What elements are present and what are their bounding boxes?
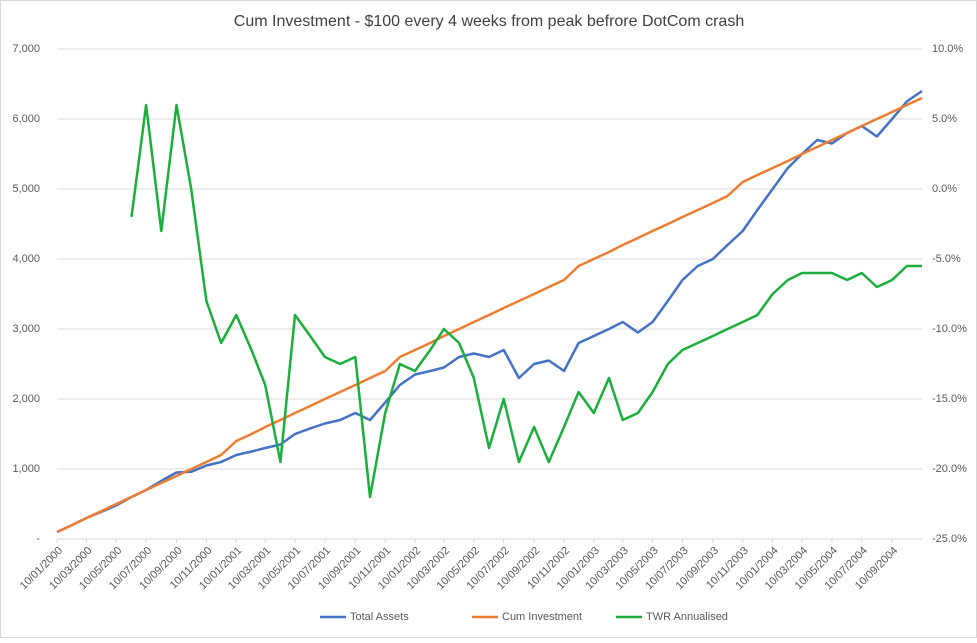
series-line [130, 103, 922, 499]
y-tick-label: 2,000 [12, 393, 40, 405]
y2-tick-label: -25.0% [932, 533, 967, 545]
y2-tick-label: 10.0% [932, 43, 963, 55]
legend-label: Total Assets [350, 611, 409, 623]
legend-label: TWR Annualised [646, 611, 728, 623]
series-line [56, 89, 923, 534]
y-tick-label: 5,000 [12, 183, 40, 195]
y2-tick-label: -5.0% [932, 253, 961, 265]
y2-tick-label: 0.0% [932, 183, 957, 195]
y-tick-label: 6,000 [12, 113, 40, 125]
series-line [56, 96, 923, 534]
y-tick-label: - [36, 533, 40, 545]
chart-title: Cum Investment - $100 every 4 weeks from… [234, 13, 744, 30]
legend-label: Cum Investment [502, 611, 582, 623]
y-tick-label: 4,000 [12, 253, 40, 265]
y2-tick-label: -15.0% [932, 393, 967, 405]
y2-tick-label: 5.0% [932, 113, 957, 125]
y-tick-label: 1,000 [12, 463, 40, 475]
y-tick-label: 7,000 [12, 43, 40, 55]
y-tick-label: 3,000 [12, 323, 40, 335]
y2-tick-label: -10.0% [932, 323, 967, 335]
y2-tick-label: -20.0% [932, 463, 967, 475]
